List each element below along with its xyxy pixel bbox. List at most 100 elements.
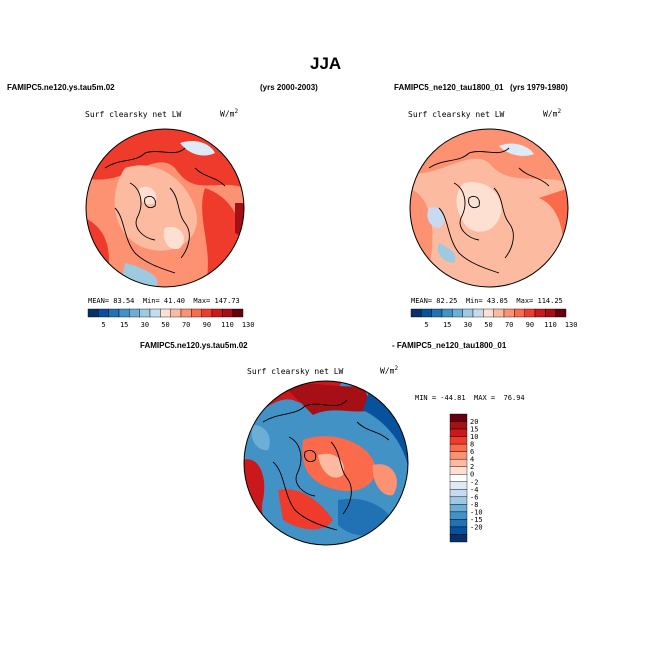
top-left-colorbar-swatch <box>211 308 223 318</box>
diff-colorbar-tick-label: 10 <box>470 433 478 441</box>
diff-colorbar-swatch <box>449 489 468 498</box>
top-left-stats: MEAN= 83.54 Min= 41.40 Max= 147.73 <box>88 297 240 305</box>
diff-units-label: W/m2 <box>380 365 399 376</box>
top-left-colorbar-swatch <box>170 308 182 318</box>
top-left-variable-label: Surf clearsky net LW <box>85 110 182 119</box>
top-right-colorbar-swatch <box>493 308 505 318</box>
top-right-colorbar-swatch <box>503 308 515 318</box>
top-right-colorbar-tick-label: 30 <box>464 321 472 329</box>
top-left-colorbar-swatch <box>191 308 202 318</box>
diff-colorbar-swatch <box>449 481 468 490</box>
top-right-colorbar: 5 15 30 50 70 90 110 130 <box>410 308 577 329</box>
diff-colorbar-tick-label: -15 <box>470 516 483 524</box>
diff-colorbar-swatch <box>449 496 468 505</box>
diff-colorbar-swatch <box>449 526 468 535</box>
diff-colorbar-swatch <box>449 458 468 467</box>
diff-colorbar-swatch <box>449 466 468 475</box>
diff-case-a-label: FAMIPC5.ne120.ys.tau5m.02 <box>140 341 248 350</box>
top-right-stats: MEAN= 82.25 Min= 43.05 Max= 114.25 <box>411 297 563 305</box>
diff-colorbar-swatch <box>449 511 468 520</box>
top-left-colorbar-tick-label: 130 <box>242 321 255 329</box>
top-right-colorbar-swatch <box>452 308 463 318</box>
figure-title: JJA <box>310 54 342 73</box>
diff-variable-label: Surf clearsky net LW <box>247 367 344 376</box>
top-left-colorbar-swatch <box>222 308 233 318</box>
diff-case-b-label: - FAMIPC5_ne120_tau1800_01 <box>392 341 507 350</box>
top-left-colorbar-swatch <box>87 308 99 318</box>
top-right-colorbar-swatch <box>545 308 556 318</box>
diff-max: 76.94 <box>503 394 525 402</box>
top-right-max: 114.25 <box>537 297 563 305</box>
diff-colorbar-swatch <box>449 474 468 482</box>
top-left-colorbar-swatch <box>108 308 120 318</box>
diff-colorbar-tick-label: 15 <box>470 426 478 434</box>
top-left-colorbar-swatch <box>201 308 213 318</box>
top-right-colorbar-swatch <box>462 308 474 318</box>
diff-colorbar-tick-label: 8 <box>470 441 474 449</box>
top-right-colorbar-swatch <box>534 308 546 318</box>
top-left-colorbar-swatch <box>139 308 151 318</box>
top-left-colorbar-tick-label: 110 <box>221 321 234 329</box>
top-right-colorbar-swatch <box>514 308 525 318</box>
top-left-years-label: (yrs 2000-2003) <box>260 83 318 92</box>
diff-colorbar-swatch <box>449 504 468 513</box>
diff-colorbar-tick-label: -4 <box>470 486 478 494</box>
diff-colorbar-tick-label: 0 <box>470 471 474 479</box>
top-left-max: 147.73 <box>214 297 240 305</box>
top-left-min: 41.40 <box>163 297 185 305</box>
top-right-case-label: FAMIPC5_ne120_tau1800_01 <box>394 83 504 92</box>
top-left-mean: 83.54 <box>113 297 135 305</box>
top-right-colorbar-swatch <box>431 308 443 318</box>
top-left-colorbar-tick-label: 70 <box>182 321 190 329</box>
top-left-colorbar-swatch <box>98 308 109 318</box>
top-right-colorbar-swatch <box>421 308 432 318</box>
top-right-colorbar-swatch <box>483 308 494 318</box>
diff-polar-map <box>243 380 409 546</box>
diff-colorbar-tick-label: -10 <box>470 508 483 516</box>
diff-colorbar-tick-label: 4 <box>470 456 474 464</box>
top-left-colorbar-swatch <box>160 308 171 318</box>
top-left-colorbar-tick-label: 50 <box>161 321 169 329</box>
diff-colorbar-swatch <box>449 443 468 452</box>
diff-colorbar-tick-label: -2 <box>470 478 478 486</box>
top-right-colorbar-swatch <box>524 308 536 318</box>
top-left-units-label: W/m2 <box>220 108 239 119</box>
top-right-colorbar-tick-label: 110 <box>544 321 557 329</box>
diff-colorbar-swatch <box>449 534 468 543</box>
diff-colorbar-tick-label: 20 <box>470 418 478 426</box>
top-right-colorbar-tick-label: 5 <box>424 321 428 329</box>
top-left-colorbar-swatch <box>149 308 161 318</box>
diff-colorbar-tick-label: -6 <box>470 493 478 501</box>
diff-colorbar-tick-label: 6 <box>470 448 474 456</box>
top-left-polar-map <box>85 128 245 288</box>
top-right-units-label: W/m2 <box>543 108 562 119</box>
top-right-years-label: (yrs 1979-1980) <box>510 83 568 92</box>
top-right-colorbar-tick-label: 130 <box>565 321 578 329</box>
diff-min: -44.81 <box>440 394 466 402</box>
top-right-variable-label: Surf clearsky net LW <box>408 110 505 119</box>
top-left-colorbar-swatch <box>232 308 244 318</box>
diff-colorbar-tick-label: -20 <box>470 523 483 531</box>
top-right-mean: 82.25 <box>436 297 458 305</box>
top-left-case-label: FAMIPC5.ne120.ys.tau5m.02 <box>7 83 115 92</box>
diff-colorbar-swatch <box>449 451 468 460</box>
top-left-colorbar-tick-label: 15 <box>120 321 128 329</box>
top-right-colorbar-swatch <box>555 308 567 318</box>
top-left-colorbar-swatch <box>118 308 130 318</box>
top-right-colorbar-swatch <box>410 308 422 318</box>
top-left-colorbar-tick-label: 30 <box>141 321 149 329</box>
top-right-colorbar-tick-label: 50 <box>484 321 492 329</box>
top-right-colorbar-tick-label: 90 <box>526 321 534 329</box>
top-left-colorbar-tick-label: 5 <box>101 321 105 329</box>
diff-colorbar-swatch <box>449 436 468 445</box>
top-right-colorbar-tick-label: 70 <box>505 321 513 329</box>
top-right-colorbar-tick-label: 15 <box>443 321 451 329</box>
top-right-colorbar-swatch <box>472 308 484 318</box>
diff-colorbar-swatch <box>449 428 468 437</box>
top-left-colorbar-swatch <box>129 308 140 318</box>
top-left-colorbar-swatch <box>180 308 192 318</box>
top-right-colorbar-swatch <box>441 308 453 318</box>
diff-colorbar-swatch <box>449 421 468 430</box>
top-right-polar-map <box>409 128 569 288</box>
